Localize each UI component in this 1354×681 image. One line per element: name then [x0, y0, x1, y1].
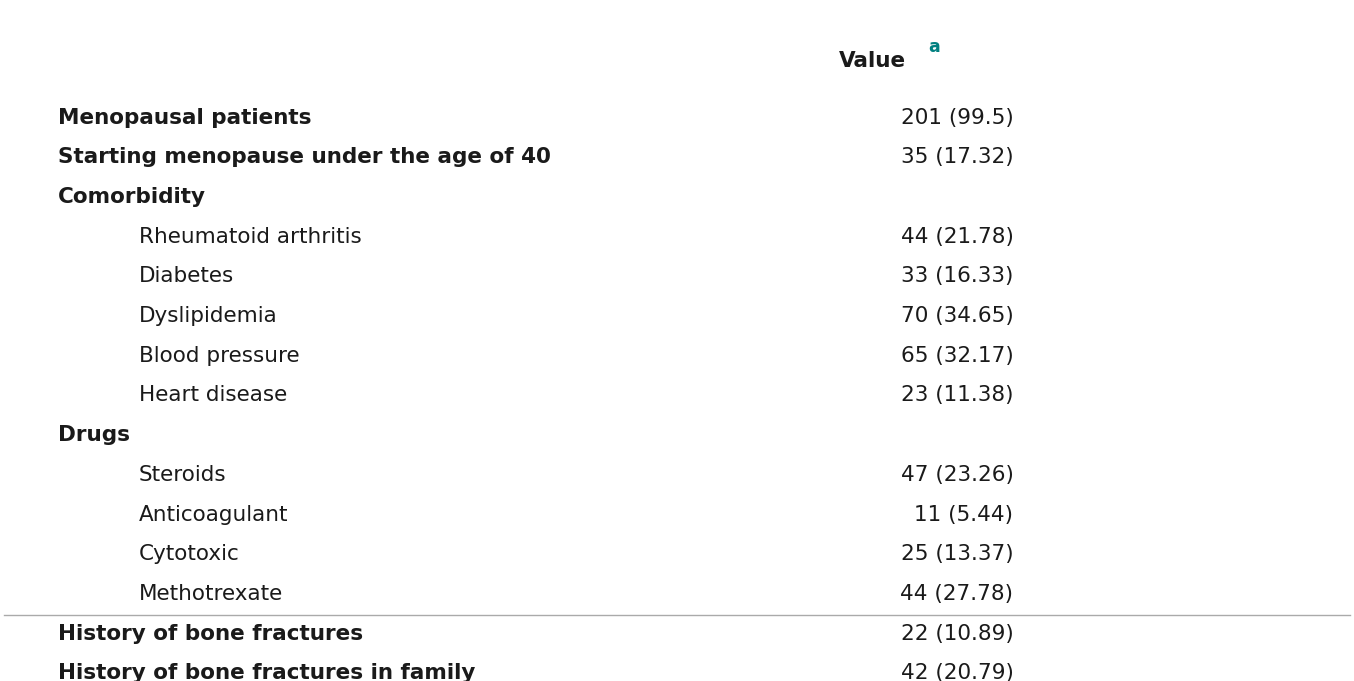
Text: History of bone fractures in family: History of bone fractures in family [58, 663, 475, 681]
Text: 201 (99.5): 201 (99.5) [900, 108, 1013, 127]
Text: Dyslipidemia: Dyslipidemia [138, 306, 278, 326]
Text: Drugs: Drugs [58, 425, 130, 445]
Text: Comorbidity: Comorbidity [58, 187, 206, 207]
Text: History of bone fractures: History of bone fractures [58, 624, 363, 644]
Text: a: a [929, 38, 941, 56]
Text: Steroids: Steroids [138, 465, 226, 485]
Text: Value: Value [838, 51, 906, 71]
Text: 65 (32.17): 65 (32.17) [900, 346, 1013, 366]
Text: Methotrexate: Methotrexate [138, 584, 283, 604]
Text: 11 (5.44): 11 (5.44) [914, 505, 1013, 524]
Text: 44 (27.78): 44 (27.78) [900, 584, 1013, 604]
Text: 35 (17.32): 35 (17.32) [900, 147, 1013, 168]
Text: Heart disease: Heart disease [138, 385, 287, 405]
Text: Cytotoxic: Cytotoxic [138, 544, 240, 565]
Text: Anticoagulant: Anticoagulant [138, 505, 288, 524]
Text: Diabetes: Diabetes [138, 266, 234, 287]
Text: 44 (21.78): 44 (21.78) [900, 227, 1013, 247]
Text: Starting menopause under the age of 40: Starting menopause under the age of 40 [58, 147, 551, 168]
Text: Menopausal patients: Menopausal patients [58, 108, 311, 127]
Text: 70 (34.65): 70 (34.65) [900, 306, 1013, 326]
Text: 22 (10.89): 22 (10.89) [900, 624, 1013, 644]
Text: 25 (13.37): 25 (13.37) [900, 544, 1013, 565]
Text: 47 (23.26): 47 (23.26) [900, 465, 1013, 485]
Text: Rheumatoid arthritis: Rheumatoid arthritis [138, 227, 362, 247]
Text: 33 (16.33): 33 (16.33) [900, 266, 1013, 287]
Text: Blood pressure: Blood pressure [138, 346, 299, 366]
Text: 23 (11.38): 23 (11.38) [900, 385, 1013, 405]
Text: 42 (20.79): 42 (20.79) [900, 663, 1013, 681]
